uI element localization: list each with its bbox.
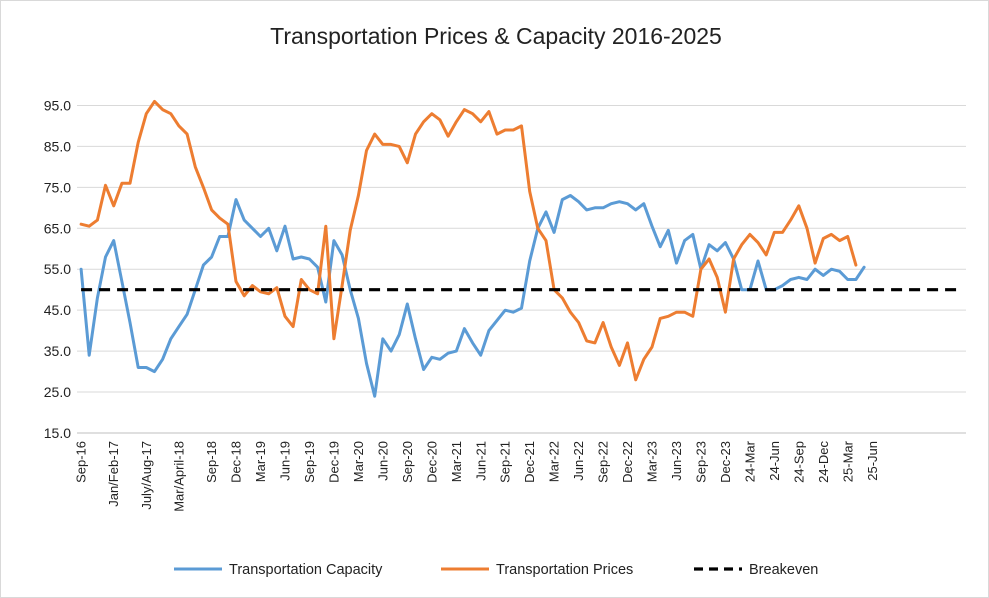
x-tick-label: Sep-18	[204, 441, 219, 483]
x-tick-label: Mar-20	[351, 441, 366, 482]
x-tick-label: 24-Mar	[742, 440, 757, 482]
gridlines	[77, 104, 966, 434]
x-tick-label: Jun-22	[571, 441, 586, 481]
x-tick-label: Jun-21	[473, 441, 488, 481]
chart-title: Transportation Prices & Capacity 2016-20…	[270, 23, 722, 49]
x-tick-label: July/Aug-17	[139, 441, 154, 510]
x-tick-label: Dec-18	[229, 441, 244, 483]
x-tick-label: Jun-19	[278, 441, 293, 481]
x-tick-label: 24-Dec	[816, 441, 831, 483]
x-tick-label: Mar/April-18	[171, 441, 186, 512]
x-tick-label: Mar-22	[547, 441, 562, 482]
x-tick-label: Dec-20	[424, 441, 439, 483]
x-tick-label: Mar-23	[645, 441, 660, 482]
y-tick-label: 15.0	[44, 425, 71, 441]
y-axis-ticks: 15.0 25.0 35.0 45.0 55.0 65.0 75.0 85.0 95.0	[44, 97, 71, 441]
x-tick-label: Dec-23	[718, 441, 733, 483]
y-tick-label: 95.0	[44, 97, 71, 113]
y-tick-label: 65.0	[44, 220, 71, 236]
x-tick-label: Jun-23	[669, 441, 684, 481]
x-tick-label: Sep-23	[693, 441, 708, 483]
x-tick-label: 24-Jun	[767, 441, 782, 481]
series-lines	[79, 99, 962, 398]
x-axis-ticks: Sep-16 Jan/Feb-17 July/Aug-17 Mar/April-18 S…	[74, 440, 880, 511]
legend: Transportation Capacity Transportation Pr…	[174, 562, 818, 578]
y-tick-label: 25.0	[44, 384, 71, 400]
x-tick-label: Dec-22	[620, 441, 635, 483]
y-tick-label: 35.0	[44, 343, 71, 359]
x-tick-label: Sep-20	[400, 441, 415, 483]
series-transportation-capacity-line	[79, 194, 866, 398]
x-tick-label: Dec-21	[522, 441, 537, 483]
y-tick-label: 85.0	[44, 138, 71, 154]
legend-label-transportation-capacity: Transportation Capacity	[229, 562, 383, 578]
x-tick-label: Mar-21	[449, 441, 464, 482]
y-tick-label: 55.0	[44, 261, 71, 277]
x-tick-label: Mar-19	[253, 441, 268, 482]
x-tick-label: Sep-16	[74, 441, 89, 483]
x-tick-label: Jan/Feb-17	[106, 441, 121, 507]
x-tick-label: 25-Mar	[840, 440, 855, 482]
x-tick-label: Sep-21	[498, 441, 513, 483]
legend-label-breakeven: Breakeven	[749, 562, 818, 578]
x-tick-label: Sep-22	[596, 441, 611, 483]
x-tick-label: Dec-19	[326, 441, 341, 483]
x-tick-label: 25-Jun	[865, 441, 880, 481]
y-tick-label: 75.0	[44, 179, 71, 195]
series-transportation-prices-line	[79, 99, 858, 382]
x-tick-label: Jun-20	[375, 441, 390, 481]
y-tick-label: 45.0	[44, 302, 71, 318]
x-tick-label: Sep-19	[302, 441, 317, 483]
x-tick-label: 24-Sep	[791, 441, 806, 483]
legend-label-transportation-prices: Transportation Prices	[496, 562, 633, 578]
